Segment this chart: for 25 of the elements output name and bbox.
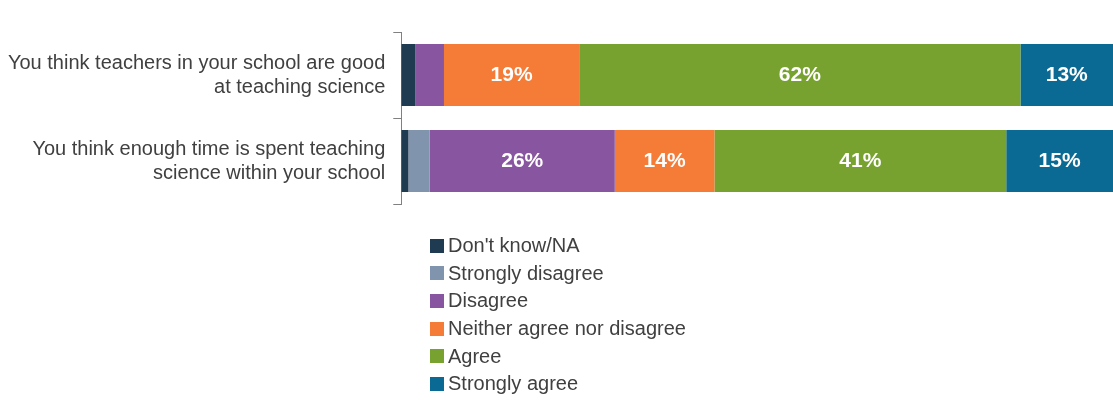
legend-label: Neither agree nor disagree bbox=[448, 317, 686, 341]
legend-label: Don't know/NA bbox=[448, 234, 580, 258]
legend-label: Agree bbox=[448, 344, 502, 368]
bar bbox=[714, 130, 1007, 192]
data-label: 15% bbox=[1038, 147, 1081, 171]
data-label: 19% bbox=[490, 61, 533, 85]
bar bbox=[415, 44, 444, 106]
legend-label: Disagree bbox=[448, 289, 529, 313]
legend-label: Strongly agree bbox=[448, 372, 579, 396]
legend-label: Strongly disagree bbox=[448, 261, 604, 285]
y-tick-label: You think teachers in your school are good at teaching science bbox=[7, 50, 386, 97]
bar bbox=[1006, 130, 1113, 192]
bar bbox=[614, 130, 715, 192]
bar bbox=[1020, 44, 1113, 106]
bar bbox=[429, 130, 615, 192]
data-label: 62% bbox=[778, 61, 822, 85]
data-label: 41% bbox=[839, 147, 882, 171]
bar bbox=[579, 44, 1021, 106]
data-label: 26% bbox=[501, 147, 544, 171]
bar bbox=[443, 44, 580, 106]
bar bbox=[401, 44, 416, 106]
data-label: 13% bbox=[1045, 61, 1089, 85]
bar bbox=[408, 130, 430, 192]
y-tick-label: You think enough time is spent teaching science within your school bbox=[32, 136, 386, 183]
data-label: 14% bbox=[643, 147, 686, 171]
